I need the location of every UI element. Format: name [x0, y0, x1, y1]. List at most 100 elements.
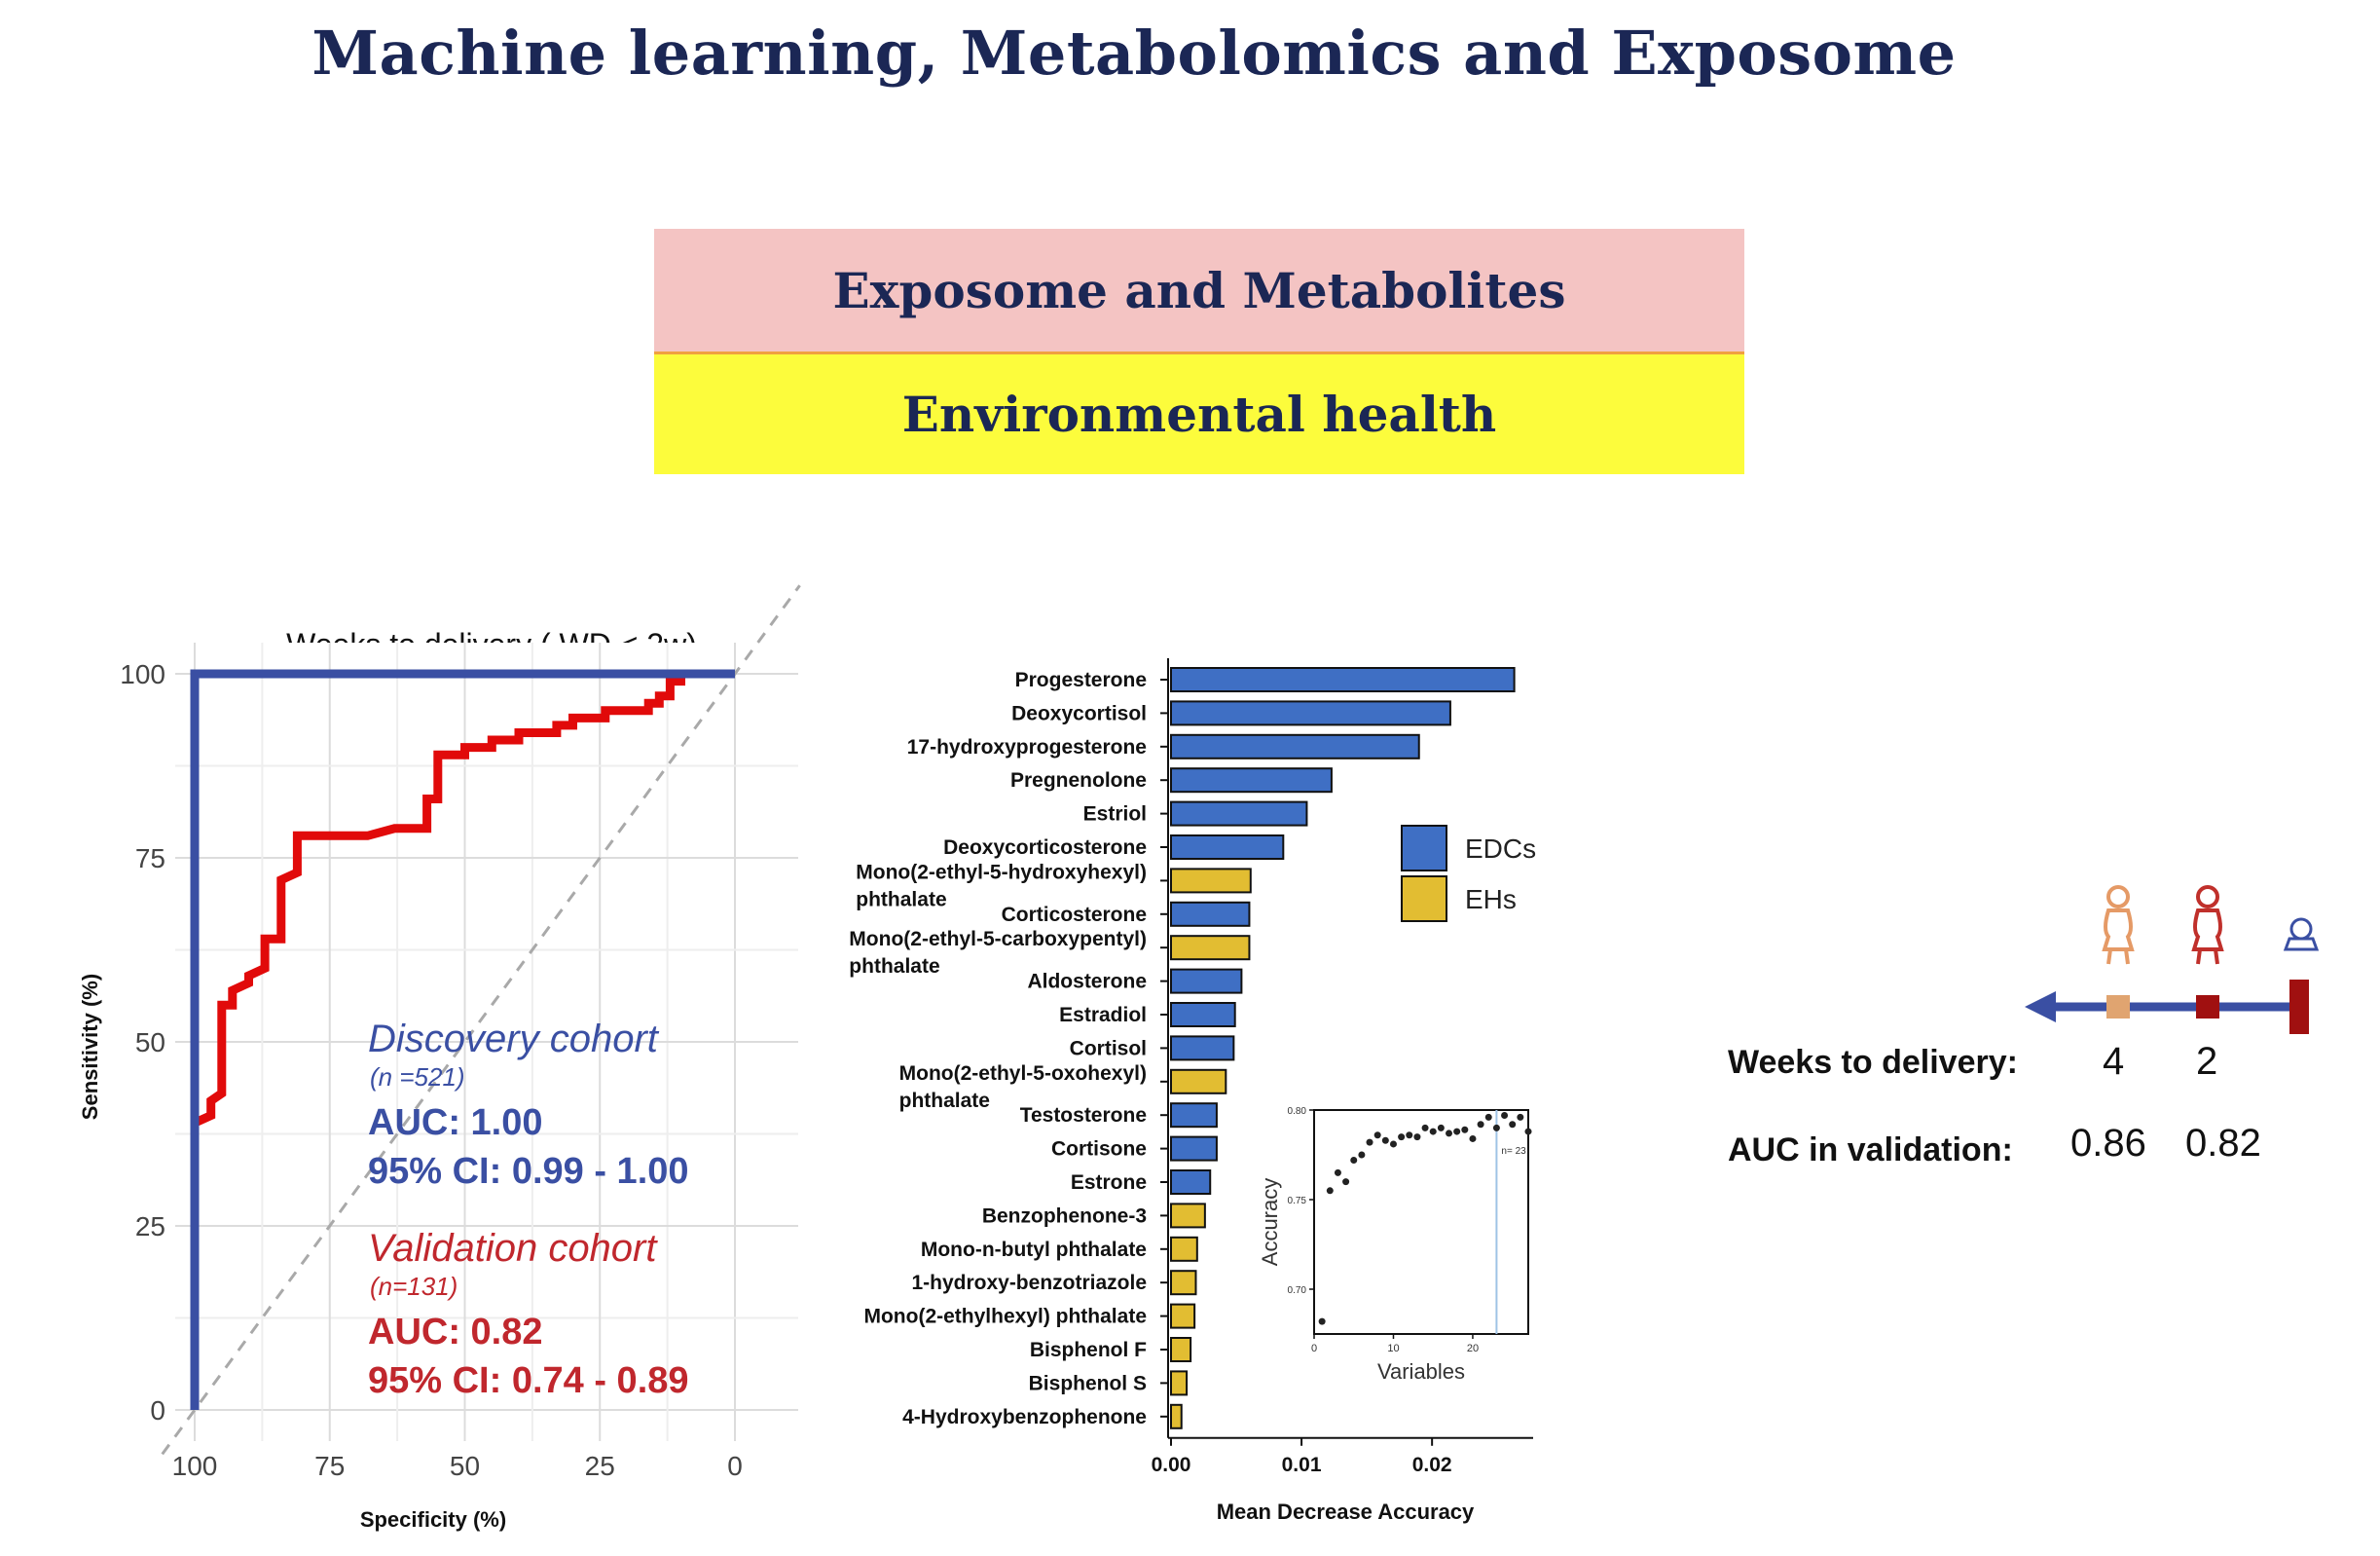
roc-y-tick: 0	[150, 1395, 165, 1426]
inset-point	[1373, 1131, 1381, 1139]
legend-swatch	[1401, 875, 1447, 922]
validation-cohort-label: Validation cohort	[368, 1227, 658, 1270]
bar-category-label: Aldosterone	[1027, 971, 1147, 993]
bar-category-label: Pregnenolone	[1010, 769, 1147, 792]
inset-point	[1477, 1121, 1484, 1129]
bar-category-label: Deoxycortisol	[1011, 702, 1147, 724]
inset-point	[1429, 1128, 1437, 1135]
legend-label: EHs	[1465, 884, 1517, 914]
inset-point	[1406, 1131, 1413, 1139]
discovery-roc-curve	[190, 669, 735, 1410]
bar	[1170, 1135, 1218, 1162]
inset-point	[1326, 1187, 1334, 1195]
bar	[1170, 1068, 1227, 1094]
bar	[1170, 1002, 1236, 1027]
roc-title: Weeks to delivery ( WD < 2w)	[286, 627, 697, 662]
bar-category-label: Bisphenol F	[1030, 1339, 1147, 1361]
inset-point	[1453, 1128, 1461, 1135]
bar	[1170, 968, 1243, 994]
weeks-to-delivery-label: Weeks to delivery:	[1728, 1044, 2018, 1081]
bar-category-label: Mono(2-ethylhexyl) phthalate	[863, 1306, 1147, 1328]
bar	[1170, 834, 1285, 860]
inset-point	[1492, 1124, 1500, 1131]
bar	[1170, 767, 1333, 794]
bar-legend: EDCs EHs	[1401, 825, 1536, 922]
bar	[1170, 1303, 1196, 1329]
inset-point	[1366, 1138, 1373, 1146]
roc-panel	[175, 643, 798, 1441]
bar-category-label: 4-Hydroxybenzophenone	[902, 1406, 1147, 1428]
roc-x-tick: 75	[314, 1451, 345, 1481]
bar-category-label: phthalate	[856, 888, 946, 910]
marker-delivery	[2289, 980, 2309, 1034]
inset-point	[1437, 1124, 1445, 1131]
bar-category-label: Progesterone	[1015, 669, 1147, 691]
roc-x-tick: 50	[450, 1451, 480, 1481]
inset-point	[1461, 1126, 1469, 1133]
bar	[1170, 1270, 1197, 1296]
inset-point	[1446, 1130, 1453, 1137]
auc-value-086: 0.86	[2070, 1122, 2146, 1165]
legend-swatch	[1401, 825, 1447, 871]
bar	[1170, 700, 1451, 726]
roc-y-tick: 50	[135, 1027, 165, 1057]
bar-x-tick-label: 0.01	[1282, 1454, 1322, 1476]
bar-x-axis-label: Mean Decrease Accuracy	[1217, 1500, 1475, 1524]
bar-category-label: Estrone	[1071, 1171, 1147, 1194]
inset-point	[1413, 1133, 1421, 1141]
page-title: Machine learning, Metabolomics and Expos…	[311, 18, 1957, 89]
inset-y-tick-label: 0.70	[1288, 1285, 1307, 1296]
bar-axis: 0.00 0.01 0.02	[1152, 658, 1533, 1476]
bar	[1170, 667, 1516, 692]
bar-category-label: Cortisol	[1070, 1037, 1147, 1059]
bar	[1170, 1169, 1212, 1195]
bar	[1170, 901, 1251, 927]
bar	[1170, 1203, 1206, 1229]
roc-y-axis-label: Sensitivity (%)	[78, 974, 102, 1120]
inset-accuracy-chart: n= 23 0 10 20 0.70 0.75 0.80 Variables Accuracy	[1258, 1106, 1532, 1384]
inset-point	[1381, 1136, 1389, 1144]
bar	[1170, 935, 1251, 961]
bar-category-label: 1-hydroxy-benzotriazole	[911, 1272, 1147, 1294]
bar-x-tick-label: 0.02	[1412, 1454, 1452, 1476]
bar-category-label: Mono(2-ethyl-5-carboxypentyl)	[849, 928, 1147, 950]
bar	[1170, 1102, 1218, 1129]
bar	[1170, 1236, 1198, 1262]
inset-point	[1469, 1134, 1477, 1142]
roc-x-axis-label: Specificity (%)	[360, 1507, 506, 1532]
discovery-cohort-label: Discovery cohort	[368, 1018, 660, 1060]
roc-reference-line	[161, 584, 801, 1456]
inset-y-tick-label: 0.75	[1288, 1196, 1307, 1206]
weeks-value-4: 4	[2103, 1040, 2125, 1083]
bar-category-label: Estriol	[1083, 803, 1147, 826]
timeline-arrowhead	[2025, 991, 2056, 1022]
roc-x-tick: 0	[727, 1451, 743, 1481]
inset-point	[1318, 1317, 1326, 1325]
inset-point	[1501, 1112, 1509, 1120]
discovery-ci: 95% CI: 0.99 - 1.00	[368, 1151, 689, 1192]
roc-x-tick: 25	[585, 1451, 615, 1481]
inset-panel	[1313, 1109, 1529, 1335]
inset-x-tick-label: 0	[1311, 1343, 1317, 1354]
marker-4w	[2106, 995, 2130, 1019]
bar-category-label: Bisphenol S	[1029, 1372, 1147, 1394]
roc-lines	[161, 584, 801, 1456]
roc-y-tick: 75	[135, 843, 165, 873]
inset-x-tick-label: 20	[1467, 1343, 1479, 1354]
inset-point	[1509, 1121, 1517, 1129]
inset-point	[1484, 1113, 1492, 1121]
bar-category-label: Corticosterone	[1002, 904, 1147, 926]
weeks-value-2: 2	[2196, 1040, 2218, 1083]
bar	[1170, 800, 1308, 827]
band-exposome-metabolites: Exposome and Metabolites	[654, 229, 1744, 352]
marker-2w	[2196, 995, 2219, 1019]
bar-category-label: Mono-n-butyl phthalate	[921, 1239, 1147, 1261]
inset-x-axis-label: Variables	[1377, 1359, 1465, 1384]
discovery-cohort-n: (n =521)	[370, 1062, 465, 1092]
roc-y-tick: 100	[120, 659, 165, 689]
validation-ci: 95% CI: 0.74 - 0.89	[368, 1360, 689, 1401]
bar-category-label: Estradiol	[1059, 1004, 1147, 1026]
mother-4w-icon	[2102, 885, 2135, 965]
discovery-auc: AUC: 1.00	[368, 1102, 543, 1143]
inset-y-axis-label: Accuracy	[1258, 1178, 1282, 1266]
